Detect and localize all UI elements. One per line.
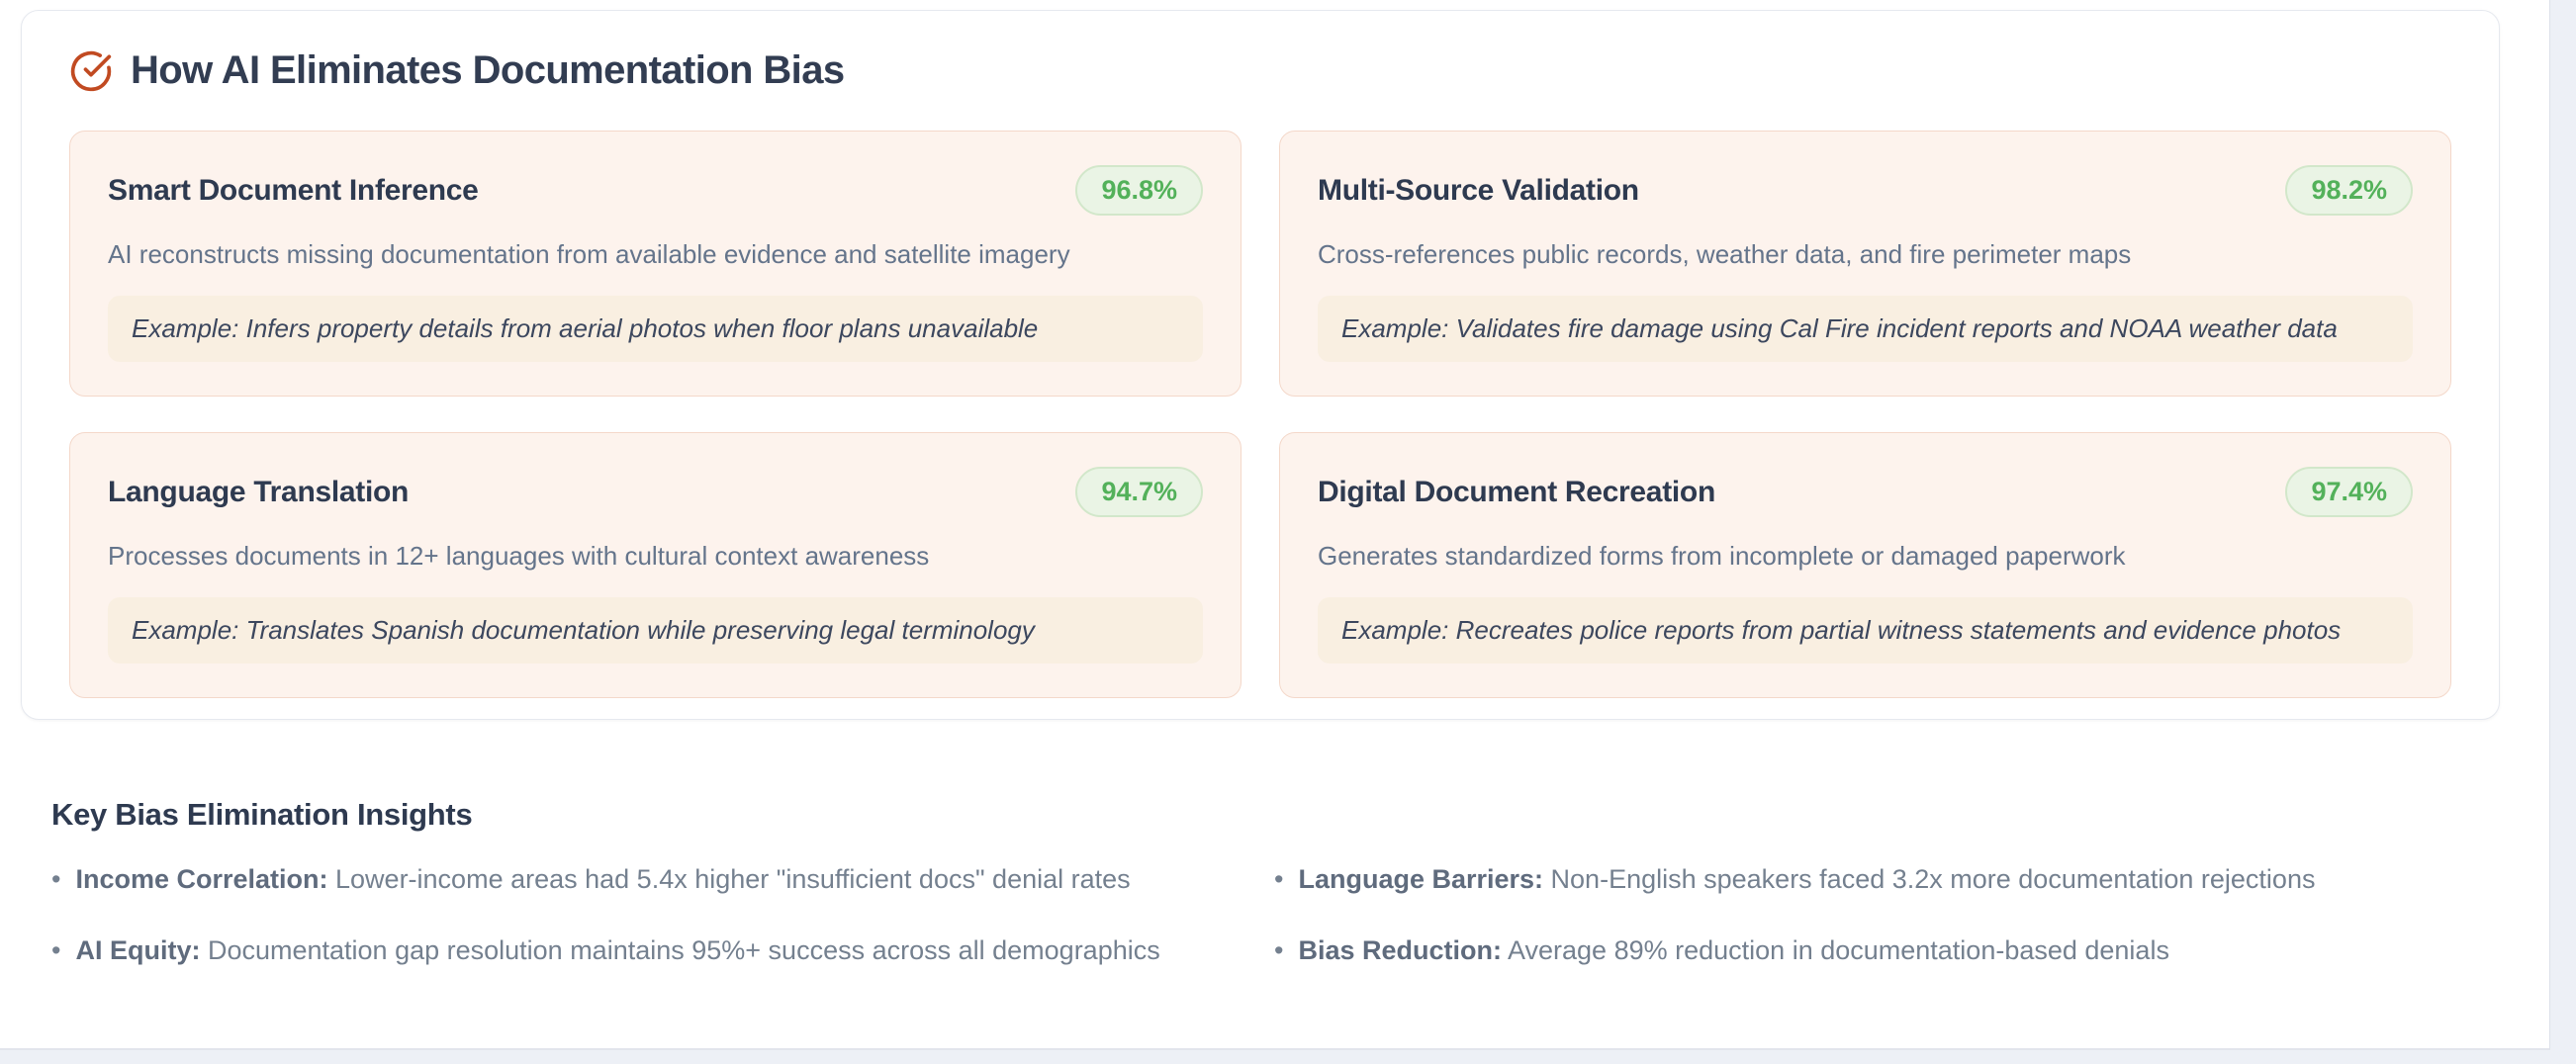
panel-title: How AI Eliminates Documentation Bias: [131, 48, 845, 92]
insight-label: Bias Reduction:: [1298, 935, 1502, 965]
bullet-icon: •: [51, 864, 61, 894]
feature-example: Example: Recreates police reports from p…: [1318, 597, 2413, 664]
bullet-icon: •: [51, 935, 61, 965]
feature-card-language-translation: Language Translation 94.7% Processes doc…: [69, 432, 1242, 698]
feature-example: Example: Infers property details from ae…: [108, 296, 1203, 362]
accuracy-badge: 98.2%: [2285, 165, 2413, 216]
card-header: Smart Document Inference 96.8%: [108, 165, 1203, 216]
feature-card-digital-document-recreation: Digital Document Recreation 97.4% Genera…: [1279, 432, 2451, 698]
page: How AI Eliminates Documentation Bias Sma…: [0, 0, 2550, 1050]
feature-description: Cross-references public records, weather…: [1318, 239, 2132, 269]
accuracy-badge: 97.4%: [2285, 467, 2413, 517]
accuracy-badge: 96.8%: [1075, 165, 1203, 216]
feature-description: AI reconstructs missing documentation fr…: [108, 239, 1070, 269]
insight-text: Documentation gap resolution maintains 9…: [207, 935, 1160, 965]
accuracy-badge: 94.7%: [1075, 467, 1203, 517]
feature-card-multi-source-validation: Multi-Source Validation 98.2% Cross-refe…: [1279, 131, 2451, 397]
card-header: Multi-Source Validation 98.2%: [1318, 165, 2413, 216]
insight-text: Non-English speakers faced 3.2x more doc…: [1550, 864, 2316, 894]
insights-title: Key Bias Elimination Insights: [51, 797, 473, 832]
feature-description: Processes documents in 12+ languages wit…: [108, 541, 930, 571]
bullet-icon: •: [1274, 864, 1284, 894]
feature-description: Generates standardized forms from incomp…: [1318, 541, 2126, 571]
documentation-bias-panel: How AI Eliminates Documentation Bias Sma…: [21, 10, 2500, 720]
insight-label: Income Correlation:: [75, 864, 328, 894]
insight-item-ai-equity: • AI Equity: Documentation gap resolution…: [51, 935, 1274, 966]
feature-cards-grid: Smart Document Inference 96.8% AI recons…: [69, 131, 2451, 698]
insight-text: Lower-income areas had 5.4x higher "insu…: [335, 864, 1131, 894]
insight-label: AI Equity:: [75, 935, 201, 965]
insight-item-bias-reduction: • Bias Reduction: Average 89% reduction i…: [1274, 935, 2497, 966]
insights-grid: • Income Correlation: Lower-income areas …: [51, 864, 2497, 966]
insight-text: Average 89% reduction in documentation-b…: [1508, 935, 2169, 965]
feature-title: Multi-Source Validation: [1318, 173, 1639, 207]
feature-example: Example: Validates fire damage using Cal…: [1318, 296, 2413, 362]
feature-example: Example: Translates Spanish documentatio…: [108, 597, 1203, 664]
insight-item-income-correlation: • Income Correlation: Lower-income areas …: [51, 864, 1274, 895]
bullet-icon: •: [1274, 935, 1284, 965]
panel-header: How AI Eliminates Documentation Bias: [69, 48, 2451, 93]
insights-section: Key Bias Elimination Insights • Income Co…: [51, 797, 2497, 966]
insight-item-language-barriers: • Language Barriers: Non-English speakers…: [1274, 864, 2497, 895]
feature-card-smart-document-inference: Smart Document Inference 96.8% AI recons…: [69, 131, 1242, 397]
card-header: Digital Document Recreation 97.4%: [1318, 467, 2413, 517]
card-header: Language Translation 94.7%: [108, 467, 1203, 517]
feature-title: Language Translation: [108, 475, 410, 508]
insight-label: Language Barriers:: [1298, 864, 1544, 894]
check-circle-icon: [70, 50, 112, 91]
feature-title: Smart Document Inference: [108, 173, 479, 207]
feature-title: Digital Document Recreation: [1318, 475, 1715, 508]
